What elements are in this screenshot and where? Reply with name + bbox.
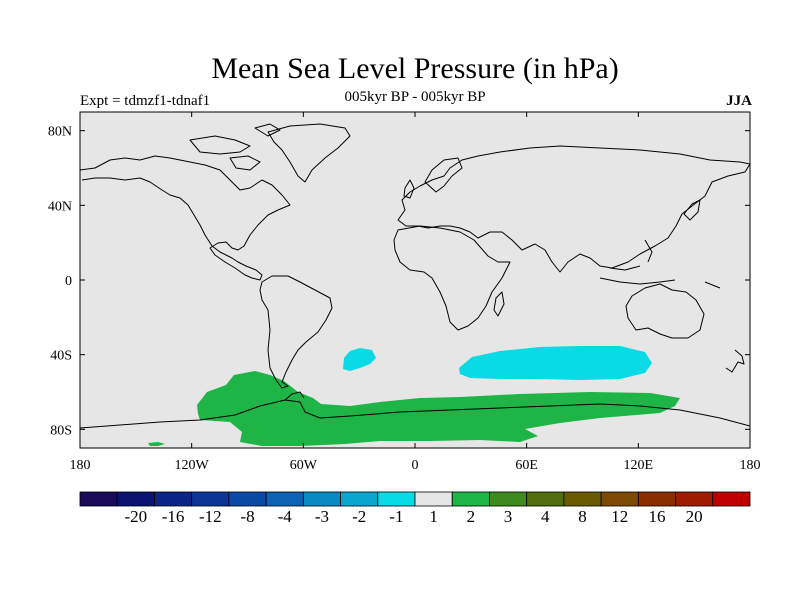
time-period-label: 005kyr BP - 005kyr BP — [344, 89, 486, 105]
x-tick-label: 120E — [624, 458, 654, 473]
colorbar-label: -2 — [352, 507, 366, 526]
anomaly-antarctic-high — [197, 371, 680, 446]
colorbar-swatch — [265, 491, 304, 507]
colorbar-swatch — [302, 491, 341, 507]
y-axis: 80N 40N 0 40S 80S — [48, 125, 750, 438]
coast-scandinavia — [424, 157, 463, 193]
coast-uk — [403, 179, 415, 199]
x-axis: 180 120W 60W 0 60E 120E 180 — [70, 112, 761, 473]
colorbar-swatch — [79, 491, 118, 507]
coast-greenland — [267, 123, 351, 183]
coast-australia — [625, 283, 705, 339]
colorbar-swatch — [600, 491, 639, 507]
x-tick-label: 120W — [175, 458, 210, 473]
colorbar-label: 12 — [611, 507, 628, 526]
colorbar-label: 20 — [686, 507, 703, 526]
colorbar: -20 -16 -12 -8 -4 -3 -2 -1 1 2 3 4 8 12 16 20 — [79, 491, 751, 526]
colorbar-label: -8 — [240, 507, 254, 526]
x-tick-label: 60W — [290, 458, 318, 473]
colorbar-swatch — [228, 491, 267, 507]
x-tick-label: 60E — [515, 458, 538, 473]
coast-antarctica — [80, 399, 750, 429]
coast-africa — [393, 225, 511, 331]
map-title: Mean Sea Level Pressure (in hPa) — [211, 52, 619, 85]
coast-antarctic-peninsula — [284, 391, 305, 401]
colorbar-swatch — [414, 491, 453, 507]
coast-north-america — [80, 155, 291, 281]
colorbar-swatch — [451, 491, 490, 507]
y-tick-label: 40N — [48, 199, 72, 214]
season-label: JJA — [726, 93, 752, 109]
coast-arctic-islands — [189, 123, 281, 171]
coast-eurasia — [397, 145, 750, 273]
coast-madagascar — [493, 291, 505, 317]
colorbar-label: -20 — [124, 507, 147, 526]
x-tick-label: 0 — [412, 458, 419, 473]
y-tick-label: 80N — [48, 125, 72, 140]
colorbar-swatch — [489, 491, 528, 507]
x-tick-label: 180 — [740, 458, 761, 473]
x-tick-label: 180 — [70, 458, 91, 473]
coast-se-asia-islands — [599, 239, 721, 289]
colorbar-swatch — [637, 491, 676, 507]
colorbar-label: -4 — [278, 507, 293, 526]
anomaly-south-atlantic-low — [343, 348, 376, 371]
colorbar-label: 8 — [578, 507, 587, 526]
map-background — [80, 112, 750, 448]
colorbar-swatch — [712, 491, 751, 507]
colorbar-label: 4 — [541, 507, 550, 526]
colorbar-swatch — [340, 491, 379, 507]
coast-new-zealand — [725, 349, 745, 373]
y-tick-label: 0 — [65, 274, 72, 289]
anomaly-antarctic-high-patch — [148, 442, 165, 446]
colorbar-label: -3 — [315, 507, 329, 526]
colorbar-swatch — [154, 491, 193, 507]
colorbar-swatch — [563, 491, 602, 507]
colorbar-label: 3 — [504, 507, 513, 526]
colorbar-swatch — [377, 491, 416, 507]
coastlines — [80, 123, 750, 429]
y-tick-label: 80S — [50, 423, 72, 438]
colorbar-swatch — [526, 491, 565, 507]
colorbar-swatch — [191, 491, 230, 507]
colorbar-label: -1 — [389, 507, 403, 526]
colorbar-label: -16 — [162, 507, 185, 526]
colorbar-label: 1 — [429, 507, 438, 526]
coast-japan — [683, 199, 701, 221]
coast-south-america — [259, 275, 333, 389]
colorbar-label: -12 — [199, 507, 222, 526]
anomaly-indian-ocean-low — [459, 346, 652, 380]
colorbar-swatch — [116, 491, 155, 507]
colorbar-swatch — [675, 491, 714, 507]
experiment-label: Expt = tdmzf1-tdnaf1 — [80, 93, 211, 109]
colorbar-label: 16 — [648, 507, 665, 526]
y-tick-label: 40S — [50, 349, 72, 364]
colorbar-label: 2 — [467, 507, 476, 526]
